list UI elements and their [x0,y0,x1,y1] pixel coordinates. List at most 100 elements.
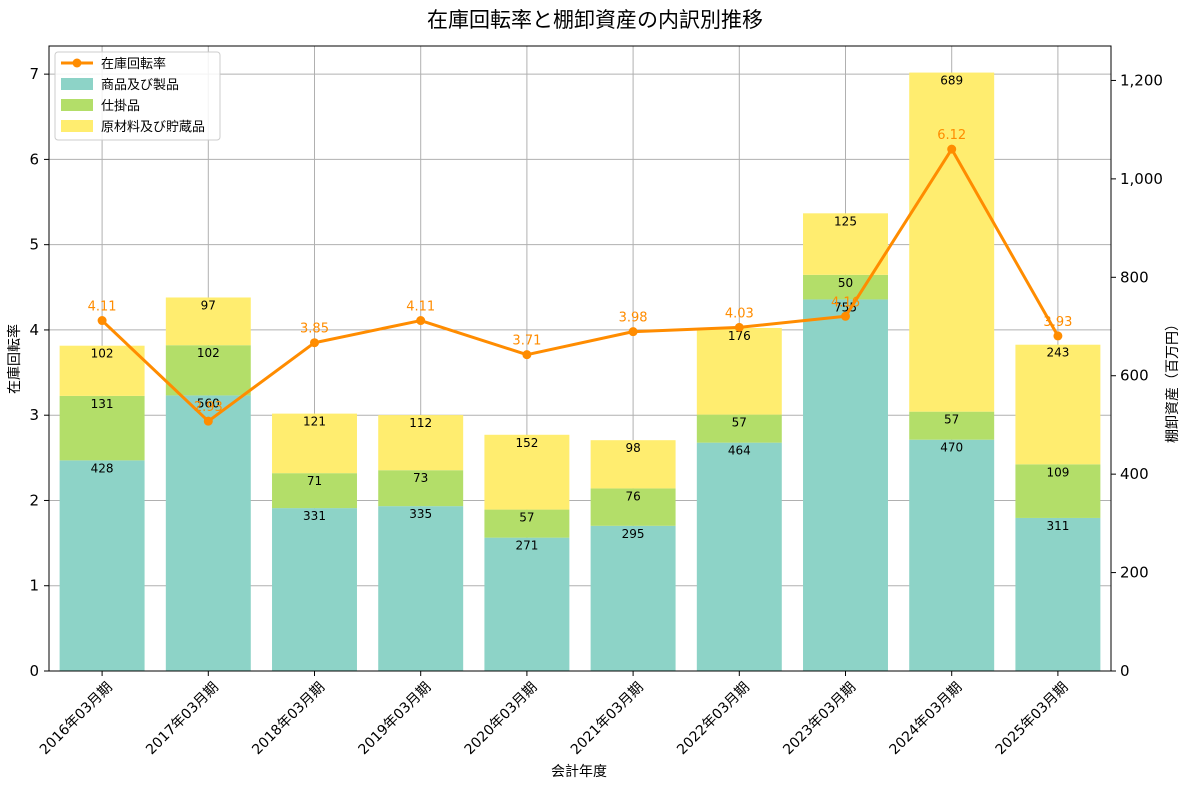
legend-marker-3 [72,58,82,68]
bar-label-0-9: 311 [1046,519,1069,533]
y-axis-right-title: 棚卸資産（百万円） [1165,317,1181,443]
xtick-label-6: 2022年03月期 [674,679,753,758]
bar-label-1-8: 57 [944,413,959,427]
ytick-left-label-7: 7 [29,65,39,83]
bar-label-0-3: 335 [409,507,432,521]
bar-0-5 [590,525,676,671]
ytick-left-label-5: 5 [29,236,39,254]
bar-label-2-9: 243 [1046,346,1069,360]
line-point-8 [947,144,957,154]
xtick-label-8: 2024年03月期 [887,679,966,758]
x-axis-title: 会計年度 [551,764,607,780]
bar-label-2-8: 689 [940,74,963,88]
xtick-label-7: 2023年03月期 [780,679,859,758]
legend-swatch-0 [61,78,93,90]
ytick-right-label-3: 600 [1120,367,1149,385]
bar-label-0-1: 560 [197,396,220,410]
line-point-1 [203,416,213,426]
bar-label-1-5: 76 [625,489,640,503]
ytick-left-label-4: 4 [29,321,39,339]
bar-2-6 [696,327,782,415]
line-label-2: 3.85 [300,322,329,337]
bar-2-4 [484,434,570,510]
bar-label-1-6: 57 [732,416,747,430]
line-point-9 [1053,331,1063,341]
bar-label-1-2: 71 [307,474,322,488]
line-label-3: 4.11 [406,300,435,315]
line-point-2 [310,338,319,348]
xtick-label-1: 2017年03月期 [143,679,222,758]
xtick-label-9: 2025年03月期 [993,679,1072,758]
ytick-right-label-1: 200 [1120,564,1149,582]
line-label-5: 3.98 [619,311,648,326]
bar-0-7 [803,299,888,671]
line-point-0 [97,316,107,326]
bar-label-2-5: 98 [625,441,640,455]
bar-1-3 [378,470,464,507]
xtick-label-3: 2019年03月期 [356,679,435,758]
ytick-right-label-6: 1,200 [1120,71,1163,89]
bar-1-2 [272,473,357,509]
line-point-6 [734,322,744,332]
ytick-left-label-1: 1 [29,577,39,595]
bar-label-2-3: 112 [409,416,432,430]
bar-label-2-6: 176 [728,329,751,343]
ytick-right-label-5: 1,000 [1120,170,1163,188]
bar-label-1-0: 131 [91,397,114,411]
bar-label-2-0: 102 [91,347,114,361]
bar-label-0-8: 470 [940,441,963,455]
bar-label-1-9: 109 [1046,465,1069,479]
legend-label-1: 仕掛品 [101,99,140,114]
legend-swatch-1 [61,99,93,111]
bar-0-4 [484,537,570,671]
bar-label-0-2: 331 [303,509,326,523]
bar-label-2-1: 97 [201,298,216,312]
bar-1-0 [59,395,145,461]
bar-label-1-3: 73 [413,471,428,485]
line-point-4 [522,350,532,360]
ytick-left-label-0: 0 [29,662,39,680]
legend-label-2: 原材料及び貯蔵品 [101,120,205,135]
xtick-label-0: 2016年03月期 [37,679,116,758]
bar-label-2-4: 152 [515,436,538,450]
legend-swatch-2 [61,120,93,132]
bar-0-0 [59,460,145,671]
line-label-4: 3.71 [512,334,541,349]
bar-1-5 [590,488,676,526]
bar-labels: 428 131 102 560 102 97 331 71 121 335 73 112 271 57 15… [91,74,1070,553]
line-label-7: 4.16 [831,295,860,310]
bar-label-2-7: 125 [834,214,857,228]
bar-label-0-0: 428 [91,461,114,475]
legend-label-0: 商品及び製品 [101,78,179,93]
xtick-label-4: 2020年03月期 [462,679,541,758]
bar-label-0-4: 271 [515,539,538,553]
bar-2-0 [59,345,145,396]
chart-title: 在庫回転率と棚卸資産の内訳別推移 [427,8,763,32]
line-point-7 [841,311,850,321]
line-label-9: 3.93 [1043,315,1072,330]
bar-2-1 [165,297,251,346]
ytick-right-label-2: 400 [1120,465,1149,483]
bar-2-7 [803,213,888,275]
bar-0-3 [378,506,464,671]
bar-0-2 [272,508,357,671]
line-point-5 [628,327,638,337]
bar-label-1-1: 102 [197,346,220,360]
ytick-left-label-6: 6 [29,150,39,168]
ytick-right-label-4: 800 [1120,268,1149,286]
bar-1-6 [696,414,782,443]
turnover-line: 4.11 2.93 3.85 4.11 3.71 3.98 4.03 4.16 6.12 3.93 [88,128,1072,426]
legend-label-3: 在庫回転率 [101,56,166,72]
plot-frame [48,45,1112,672]
bar-1-1 [165,345,251,396]
bar-2-5 [590,440,676,489]
bar-1-7 [803,274,888,300]
y-axis-left-title: 在庫回転率 [6,324,23,394]
bar-2-8 [909,72,995,412]
bar-label-2-2: 121 [303,415,326,429]
line-label-1: 2.93 [194,400,223,415]
ytick-right-label-0: 0 [1120,662,1130,680]
bar-0-6 [696,442,782,671]
bar-label-0-5: 295 [622,527,645,541]
